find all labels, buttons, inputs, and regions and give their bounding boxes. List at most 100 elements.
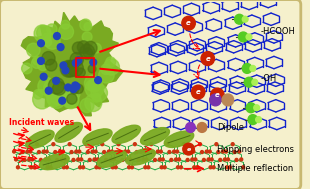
Circle shape [178,158,180,161]
Circle shape [160,166,163,169]
Circle shape [104,59,119,75]
Circle shape [201,151,203,153]
Circle shape [140,150,143,153]
Circle shape [186,122,195,132]
Circle shape [56,158,59,161]
Circle shape [202,158,205,161]
Circle shape [72,82,78,89]
Circle shape [91,84,108,101]
Circle shape [67,60,83,77]
Circle shape [53,77,60,84]
Ellipse shape [140,128,170,145]
Circle shape [44,158,47,161]
Circle shape [209,166,212,169]
Circle shape [67,62,74,69]
Circle shape [85,143,87,146]
Circle shape [47,158,50,161]
Circle shape [105,158,108,161]
Circle shape [231,143,234,146]
Circle shape [45,33,60,49]
FancyBboxPatch shape [0,0,301,189]
Circle shape [215,143,218,146]
Circle shape [22,63,32,74]
Circle shape [129,158,131,161]
Circle shape [210,88,224,102]
Circle shape [31,158,34,161]
Circle shape [62,150,64,153]
Circle shape [54,151,57,153]
Text: e: e [186,147,191,152]
Circle shape [222,94,234,106]
Circle shape [119,151,122,153]
Circle shape [88,158,91,161]
Circle shape [38,59,48,70]
Circle shape [51,88,67,105]
Circle shape [175,158,178,161]
Circle shape [68,143,71,146]
Circle shape [92,43,101,53]
Circle shape [38,57,44,64]
Circle shape [98,166,101,169]
Circle shape [159,150,162,153]
Circle shape [242,64,252,73]
Circle shape [38,151,40,153]
Circle shape [69,88,80,100]
Circle shape [110,150,113,153]
Circle shape [197,122,207,132]
Circle shape [150,143,153,146]
Bar [76,58,94,77]
Circle shape [48,77,64,94]
Circle shape [74,84,83,94]
Circle shape [83,48,93,58]
Circle shape [38,40,44,47]
Circle shape [16,166,19,169]
Circle shape [191,158,194,161]
Polygon shape [21,12,123,116]
Circle shape [80,98,94,113]
Circle shape [49,166,52,169]
Circle shape [192,85,205,99]
Circle shape [238,150,241,153]
Circle shape [189,150,192,153]
Circle shape [59,97,66,104]
Circle shape [94,150,97,153]
Circle shape [70,85,79,94]
Circle shape [78,150,81,153]
Circle shape [60,158,63,161]
Text: Dipole: Dipole [217,123,244,132]
Circle shape [15,158,17,161]
Ellipse shape [126,149,155,165]
Circle shape [137,158,140,161]
Ellipse shape [97,150,126,167]
Ellipse shape [39,154,69,170]
Circle shape [142,158,145,161]
Circle shape [79,166,82,169]
Circle shape [205,150,208,153]
Circle shape [128,166,131,169]
Circle shape [131,166,134,169]
Circle shape [163,166,166,169]
Circle shape [57,85,72,101]
Circle shape [91,150,94,153]
Circle shape [72,158,75,161]
Circle shape [176,150,179,153]
Circle shape [108,150,110,153]
Circle shape [143,150,146,153]
Circle shape [60,60,77,77]
Circle shape [29,150,32,153]
Circle shape [144,166,147,169]
Circle shape [235,158,238,161]
Circle shape [199,143,202,146]
Circle shape [92,93,101,102]
Circle shape [42,150,45,153]
Circle shape [28,158,31,161]
Circle shape [114,166,117,169]
Circle shape [101,143,104,146]
Circle shape [219,158,222,161]
Circle shape [33,90,43,99]
Text: -OH: -OH [260,74,277,83]
Ellipse shape [112,125,140,143]
Text: Incident waves: Incident waves [9,118,74,127]
Circle shape [67,61,74,69]
Circle shape [88,79,101,92]
